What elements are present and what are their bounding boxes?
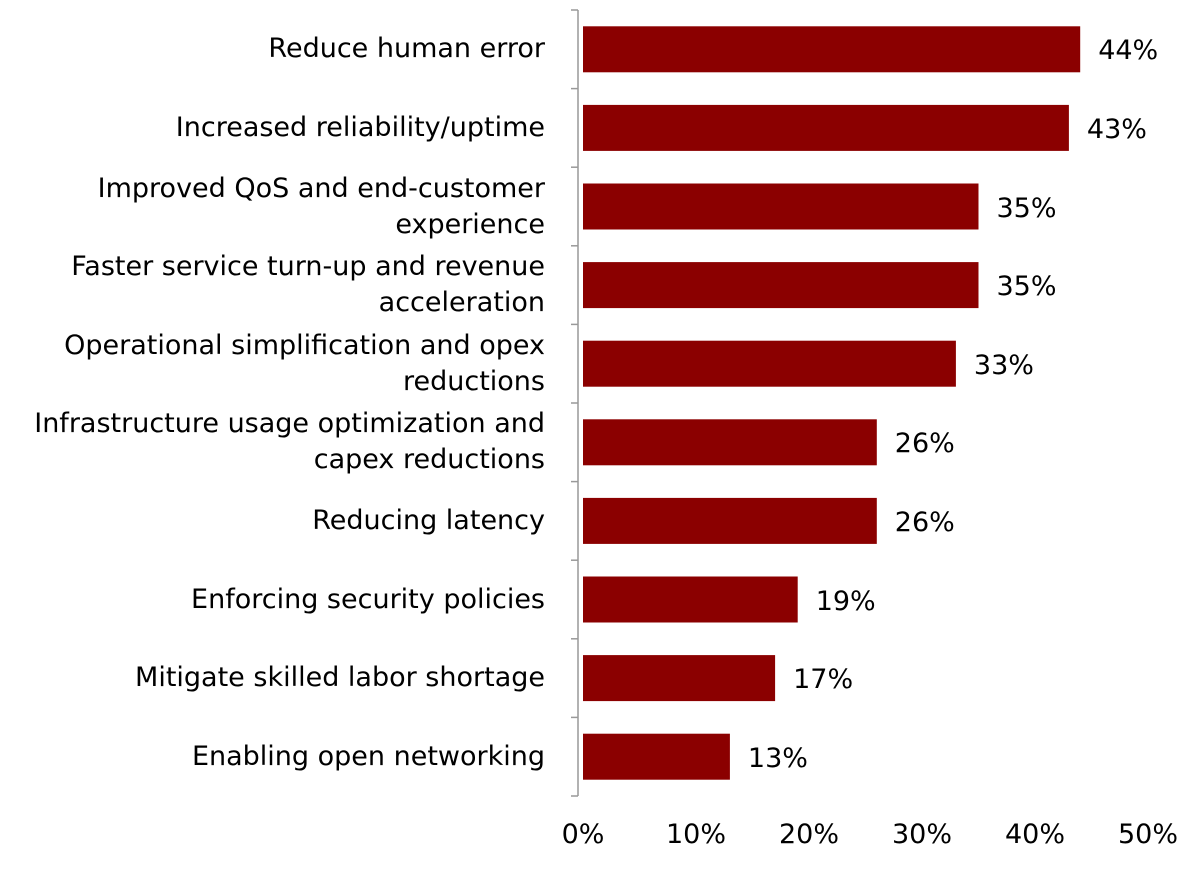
value-label: 33% — [973, 349, 1034, 381]
category-label: Mitigate skilled labor shortage — [135, 662, 545, 694]
bar — [583, 497, 877, 544]
value-label: 19% — [815, 585, 876, 617]
x-tick-label: 10% — [665, 819, 727, 850]
category-label: Faster service turn-up and revenue accel… — [71, 251, 545, 319]
category-label: Increased reliability/uptime — [175, 111, 545, 143]
bar — [583, 655, 776, 702]
x-tick-label: 30% — [891, 819, 953, 850]
category-label: Enforcing security policies — [191, 583, 545, 615]
value-label: 43% — [1086, 113, 1147, 145]
bar — [583, 576, 798, 623]
bar — [583, 340, 956, 387]
bar — [583, 733, 730, 780]
category-label: Improved QoS and end-customer experience — [97, 172, 545, 240]
x-tick-label: 0% — [561, 819, 605, 850]
bar — [583, 104, 1069, 151]
value-label: 44% — [1098, 35, 1159, 67]
value-label: 26% — [894, 428, 955, 460]
x-tick-label: 20% — [778, 819, 840, 850]
value-label: 35% — [996, 271, 1057, 303]
category-label: Reducing latency — [312, 504, 545, 536]
value-label: 35% — [996, 192, 1057, 224]
value-label: 13% — [747, 742, 808, 774]
bar — [583, 262, 979, 309]
category-label: Enabling open networking — [191, 740, 545, 772]
bar — [583, 26, 1081, 73]
value-label: 26% — [894, 506, 955, 538]
category-label: Reduce human error — [268, 33, 545, 65]
bar — [583, 183, 979, 230]
x-tick-label: 40% — [1004, 819, 1066, 850]
category-label: Operational simplification and opex redu… — [64, 329, 545, 397]
bar — [583, 419, 877, 466]
category-label: Infrastructure usage optimization and ca… — [34, 408, 545, 476]
x-tick-label: 50% — [1117, 819, 1179, 850]
value-label: 17% — [793, 664, 854, 696]
